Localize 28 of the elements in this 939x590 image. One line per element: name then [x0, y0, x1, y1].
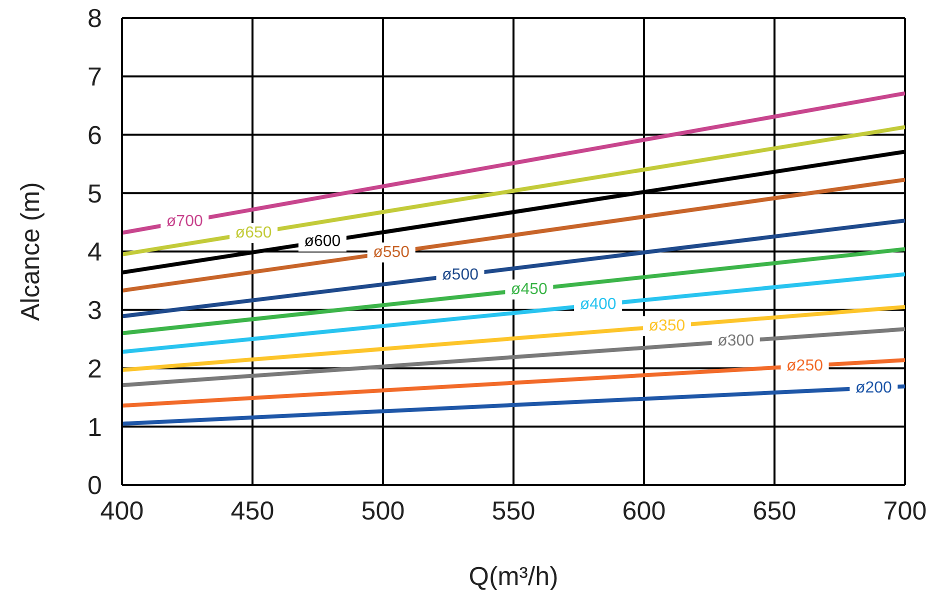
y-tick-label: 6	[88, 120, 102, 150]
y-tick-label: 8	[88, 3, 102, 34]
series-label: ø200	[855, 379, 892, 396]
x-tick-label: 650	[752, 495, 796, 526]
y-tick-label: 3	[88, 295, 102, 326]
y-tick-label: 1	[88, 412, 102, 442]
series-label: ø550	[373, 244, 410, 261]
y-tick-label: 0	[88, 470, 102, 500]
series-label: ø350	[648, 318, 686, 335]
x-tick-label: 600	[622, 495, 666, 526]
series-label: ø600	[304, 233, 341, 250]
series-label: ø300	[718, 332, 754, 350]
series-label: ø450	[510, 281, 548, 298]
x-tick-label: 500	[361, 495, 405, 526]
series-label: ø400	[580, 296, 616, 314]
series-label: ø650	[235, 224, 272, 242]
series-label: ø700	[166, 213, 203, 230]
x-tick-label: 700	[883, 495, 927, 526]
y-axis-title: Alcance (m)	[15, 182, 46, 321]
y-tick-label: 4	[88, 236, 102, 267]
x-tick-label: 550	[492, 495, 536, 526]
series-label: ø250	[786, 357, 824, 374]
y-tick-label: 5	[88, 178, 102, 208]
y-tick-label: 7	[88, 62, 102, 92]
y-tick-label: 2	[88, 353, 102, 384]
x-tick-label: 450	[230, 495, 274, 526]
series-label: ø500	[442, 266, 479, 284]
x-tick-label: 400	[100, 495, 144, 526]
